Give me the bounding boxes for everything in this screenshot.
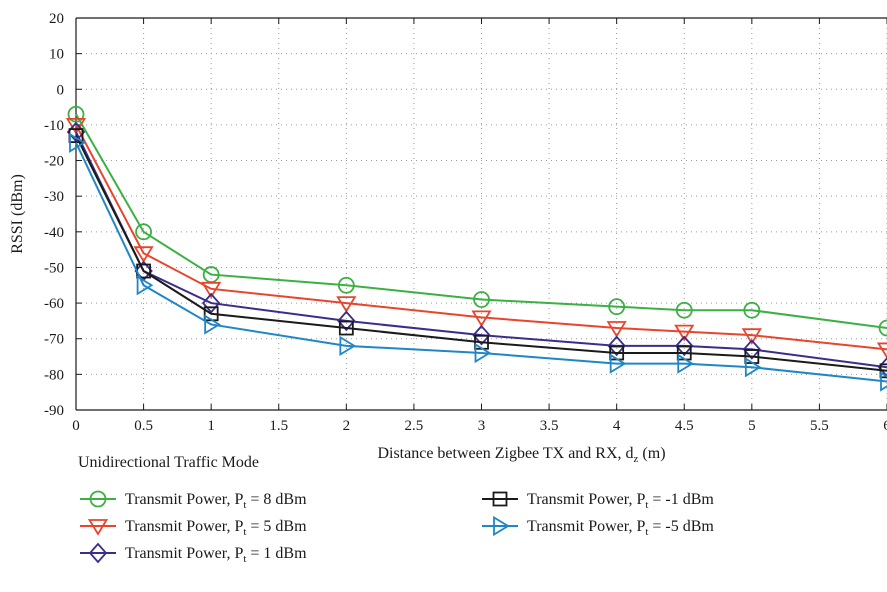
data-point [878, 319, 887, 337]
x-tick-label: 4.5 [675, 418, 694, 434]
x-tick-label: 0 [72, 418, 80, 434]
series-group [66, 121, 887, 378]
legend-swatch-marker [492, 491, 508, 507]
data-point [133, 246, 154, 263]
y-tick-label: -80 [44, 367, 64, 383]
data-point [606, 321, 627, 338]
data-point [339, 335, 357, 356]
y-tick-label: -20 [44, 154, 64, 170]
legend-swatch-marker [88, 542, 108, 564]
x-axis-title: Distance between Zigbee TX and RX, dz (m… [377, 445, 665, 465]
series-group [65, 118, 887, 360]
series-layer [65, 105, 887, 392]
legend-label: Transmit Power, Pt = -1 dBm [527, 491, 714, 511]
legend-title: Unidirectional Traffic Mode [78, 454, 259, 471]
data-point [338, 320, 354, 336]
series-line [75, 135, 887, 372]
legend-entry: Transmit Power, Pt = 8 dBm [80, 490, 307, 511]
y-tick-label: -40 [44, 225, 64, 241]
x-tick-label: 3.5 [540, 418, 559, 434]
data-point [201, 281, 222, 299]
x-tick-label: 6 [883, 418, 887, 434]
x-tick-label: 2.5 [405, 418, 424, 434]
data-point [608, 298, 626, 316]
legend-swatch-marker [493, 515, 510, 537]
legend-label: Transmit Power, Pt = 1 dBm [125, 545, 307, 565]
x-tick-label: 4 [613, 418, 621, 434]
data-point [473, 291, 490, 308]
series-group [67, 105, 887, 337]
legend-entry: Transmit Power, Pt = -5 dBm [482, 515, 714, 538]
legend-swatch-marker [89, 490, 107, 508]
data-point [472, 324, 491, 346]
series-line [75, 131, 887, 369]
series-line [75, 113, 887, 330]
data-point [337, 310, 356, 332]
data-point [135, 223, 152, 241]
data-point [609, 353, 627, 374]
x-tick-label: 2 [343, 418, 351, 434]
y-tick-label: 20 [49, 11, 64, 27]
data-point [204, 314, 221, 335]
data-point [201, 292, 221, 314]
data-point [336, 296, 357, 313]
y-axis-title: RSSI (dBm) [9, 174, 26, 254]
legend-label: Transmit Power, Pt = 8 dBm [125, 491, 307, 511]
x-tick-label: 5 [748, 418, 756, 434]
series-group [69, 132, 887, 392]
x-tick-label: 1.5 [269, 418, 288, 434]
y-tick-label: 0 [57, 82, 65, 98]
x-tick-label: 3 [478, 418, 486, 434]
data-point [742, 339, 762, 360]
legend: Unidirectional Traffic Mode Transmit Powe… [78, 454, 714, 565]
series-line [75, 142, 887, 383]
data-point [474, 342, 492, 364]
y-tick-label: -90 [44, 403, 64, 419]
y-tick-label: -30 [44, 189, 64, 205]
data-point [879, 363, 887, 379]
data-point [674, 324, 695, 342]
data-point [880, 371, 887, 392]
legend-entry: Transmit Power, Pt = 1 dBm [80, 542, 307, 565]
data-point [743, 301, 761, 319]
series-line [75, 124, 887, 351]
data-point [69, 132, 86, 153]
data-point [876, 342, 887, 360]
x-tick-label: 1 [207, 418, 215, 434]
data-point [741, 328, 762, 345]
y-tick-label: 10 [49, 47, 64, 63]
axes: 0 0.5 1 1.5 2 2.5 3 3.5 4 4.5 5 5.5 6 20 10 0 -10 -20 -30 -… [9, 11, 887, 465]
data-point [675, 335, 694, 357]
data-point [675, 301, 693, 319]
legend-entry: Transmit Power, Pt = -1 dBm [482, 491, 714, 511]
y-tick-label: -60 [44, 296, 64, 312]
grid-lines [76, 17, 887, 410]
legend-label: Transmit Power, Pt = -5 dBm [527, 518, 714, 538]
y-tick-label: -50 [44, 260, 64, 276]
data-point [337, 276, 355, 294]
y-tick-label: -10 [44, 118, 64, 134]
legend-entry: Transmit Power, Pt = 5 dBm [80, 518, 307, 538]
data-point [136, 275, 154, 296]
data-point [677, 353, 694, 374]
x-tick-label: 0.5 [134, 418, 153, 434]
series-group [68, 128, 887, 379]
data-point [607, 335, 626, 357]
data-point [65, 118, 87, 135]
x-tick-label: 5.5 [810, 418, 829, 434]
y-tick-label: -70 [44, 332, 64, 348]
legend-swatch-marker [87, 519, 109, 536]
data-point [471, 310, 492, 328]
legend-label: Transmit Power, Pt = 5 dBm [125, 518, 307, 538]
data-point [744, 357, 762, 378]
